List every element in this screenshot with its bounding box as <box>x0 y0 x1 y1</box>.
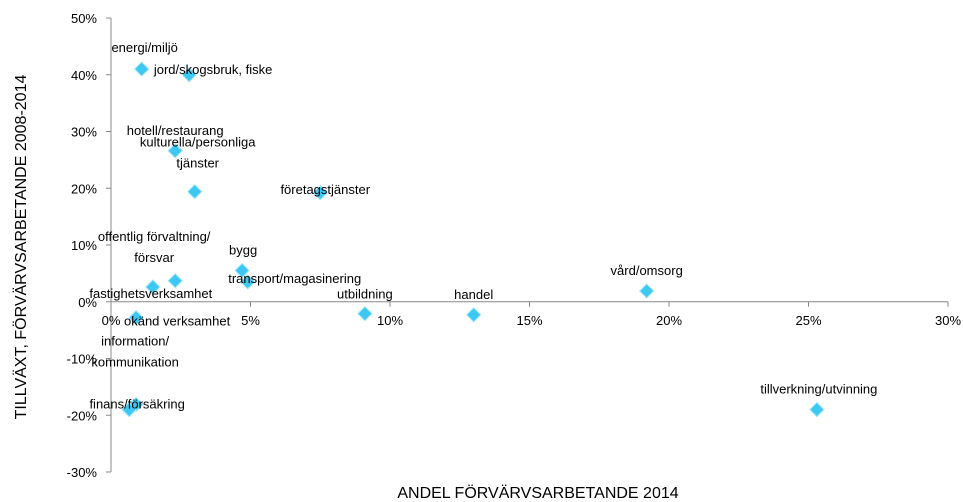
point-label: tjänster <box>176 156 219 171</box>
point <box>121 401 137 418</box>
y-tick-label: 30% <box>71 125 97 140</box>
point-label: bygg <box>229 243 257 258</box>
point <box>167 273 183 289</box>
x-tick-label: 10% <box>377 313 403 328</box>
point <box>240 274 256 290</box>
y-tick-label: -30% <box>67 465 98 480</box>
point <box>186 183 203 200</box>
point <box>234 262 250 279</box>
y-tick-label: -10% <box>67 352 98 367</box>
point-label: kommunikation <box>91 354 178 369</box>
point-label: offentlig förvaltning/ <box>98 229 211 244</box>
point <box>312 185 328 201</box>
point-label: tillverkning/utvinning <box>760 382 877 397</box>
point-label: kulturella/personliga <box>140 135 256 150</box>
point-label: energi/miljö <box>111 40 177 55</box>
x-tick-label: 0% <box>102 313 121 328</box>
y-tick-label: 0% <box>78 295 97 310</box>
point-label: företagstjänster <box>280 182 370 197</box>
point-label: försvar <box>134 250 174 265</box>
point <box>128 309 144 326</box>
x-tick-label: 15% <box>516 313 542 328</box>
point <box>133 61 150 77</box>
point <box>181 67 197 83</box>
point-label: finans/försäkring <box>89 397 184 412</box>
point-label: information/ <box>101 333 169 348</box>
x-tick-label: 5% <box>241 313 260 328</box>
point-label: okänd verksamhet <box>124 314 231 329</box>
point-label: utbildning <box>337 287 393 302</box>
x-tick-label: 25% <box>795 313 821 328</box>
x-tick-label: 30% <box>935 313 961 328</box>
y-tick-label: 50% <box>71 11 97 26</box>
point <box>465 307 482 323</box>
point <box>809 401 825 418</box>
point <box>638 283 655 299</box>
point-label: jord/skogsbruk, fiske <box>153 62 273 77</box>
y-tick-label: 20% <box>71 181 97 196</box>
point-label: hotell/restaurang <box>127 123 224 138</box>
x-axis-title: ANDEL FÖRVÄRVSARBETANDE 2014 <box>397 484 678 502</box>
point <box>167 143 183 159</box>
y-tick-label: -20% <box>67 408 98 423</box>
point <box>145 279 161 295</box>
y-tick-label: 40% <box>71 68 97 83</box>
y-tick-label: 10% <box>71 238 97 253</box>
point <box>357 305 373 322</box>
point-label: fastighetsverksamhet <box>89 286 212 301</box>
point-label: vård/omsorg <box>611 263 683 278</box>
y-axis-title: TILLVÄXT, FÖRVÄRVSARBETANDE 2008-2014 <box>12 75 30 420</box>
point-label: handel <box>454 287 493 302</box>
x-tick-label: 20% <box>656 313 682 328</box>
point-label: transport/magasinering <box>228 271 361 286</box>
